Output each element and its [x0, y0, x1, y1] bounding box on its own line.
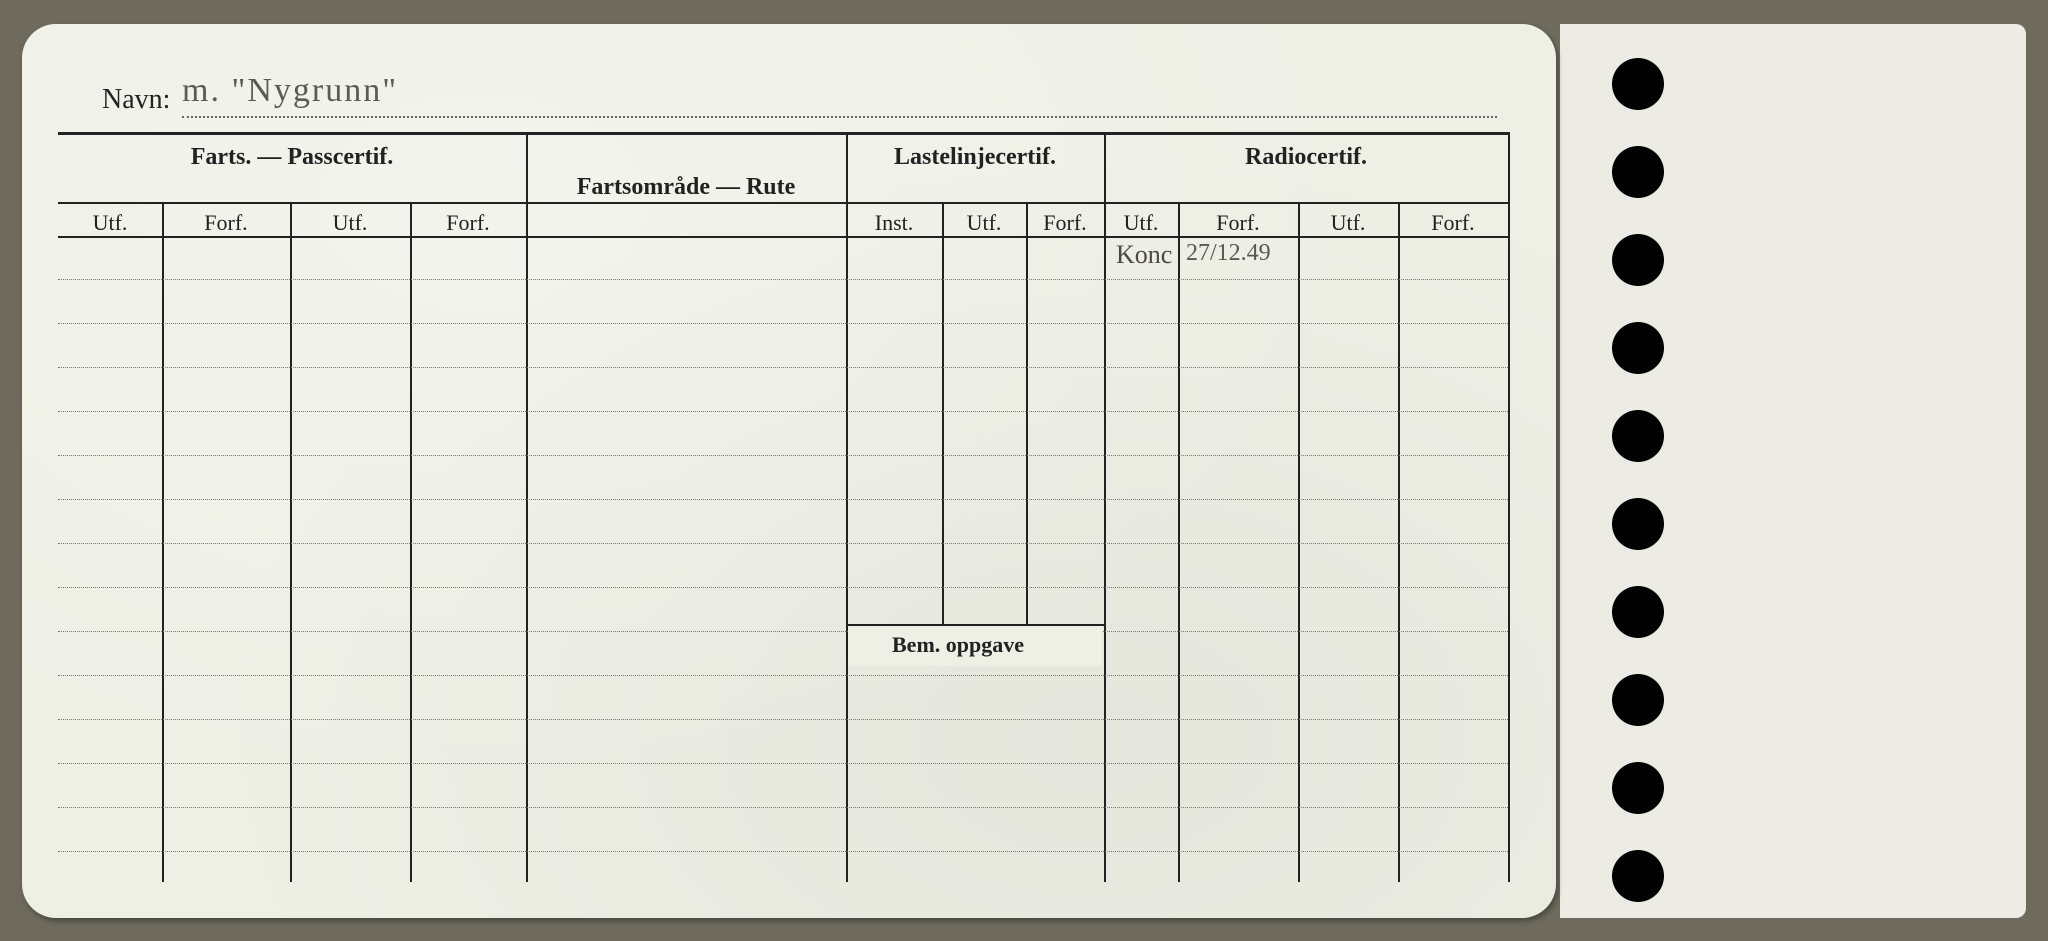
rule-top: [58, 132, 1508, 135]
table-row: [58, 280, 1508, 324]
radio-forf-entry: 27/12.49: [1186, 240, 1271, 267]
hole-icon: [1612, 674, 1664, 726]
hole-icon: [1612, 146, 1664, 198]
sub-radio-utf2: Utf.: [1298, 210, 1398, 236]
sub-laste-utf: Utf.: [942, 210, 1026, 236]
hole-icon: [1612, 762, 1664, 814]
navn-underline: [182, 116, 1497, 118]
table-row: [58, 808, 1508, 852]
radio-utf-entry: Konc: [1116, 240, 1172, 270]
sub-farts-forf1: Forf.: [162, 210, 290, 236]
navn-label: Navn:: [102, 84, 170, 116]
table-row: [58, 368, 1508, 412]
bem-label: Bem. oppgave: [892, 632, 1024, 658]
table-row: [58, 764, 1508, 808]
index-card: Navn: m. "Nygrunn" Farts. — Passcertif. …: [22, 24, 1556, 918]
table-row: [58, 456, 1508, 500]
table-row: [58, 412, 1508, 456]
hole-icon: [1612, 586, 1664, 638]
hdr-rute: Fartsområde — Rute: [526, 174, 846, 201]
hdr-laste: Lastelinjecertif.: [846, 144, 1104, 171]
table-row: [58, 544, 1508, 588]
sub-farts-utf1: Utf.: [58, 210, 162, 236]
navn-value: m. "Nygrunn": [182, 72, 398, 110]
table-row: [58, 676, 1508, 720]
table-row: [58, 324, 1508, 368]
hole-icon: [1612, 58, 1664, 110]
table-row: [58, 236, 1508, 280]
row-grid: [58, 236, 1508, 852]
rule-subhead: [58, 202, 1508, 204]
table-row: [58, 632, 1508, 676]
table-row: [58, 720, 1508, 764]
hdr-farts: Farts. — Passcertif.: [58, 144, 526, 171]
sub-radio-utf1: Utf.: [1104, 210, 1178, 236]
sub-laste-inst: Inst.: [846, 210, 942, 236]
hdr-radio: Radiocertif.: [1104, 144, 1508, 171]
sub-radio-forf2: Forf.: [1398, 210, 1508, 236]
hole-icon: [1612, 322, 1664, 374]
hole-icon: [1612, 498, 1664, 550]
sub-farts-utf2: Utf.: [290, 210, 410, 236]
hole-icon: [1612, 234, 1664, 286]
table-row: [58, 500, 1508, 544]
sub-laste-forf: Forf.: [1026, 210, 1104, 236]
sub-radio-forf1: Forf.: [1178, 210, 1298, 236]
hole-icon: [1612, 410, 1664, 462]
hole-icon: [1612, 850, 1664, 902]
sub-farts-forf2: Forf.: [410, 210, 526, 236]
v-right: [1508, 132, 1510, 882]
table-row: [58, 588, 1508, 632]
